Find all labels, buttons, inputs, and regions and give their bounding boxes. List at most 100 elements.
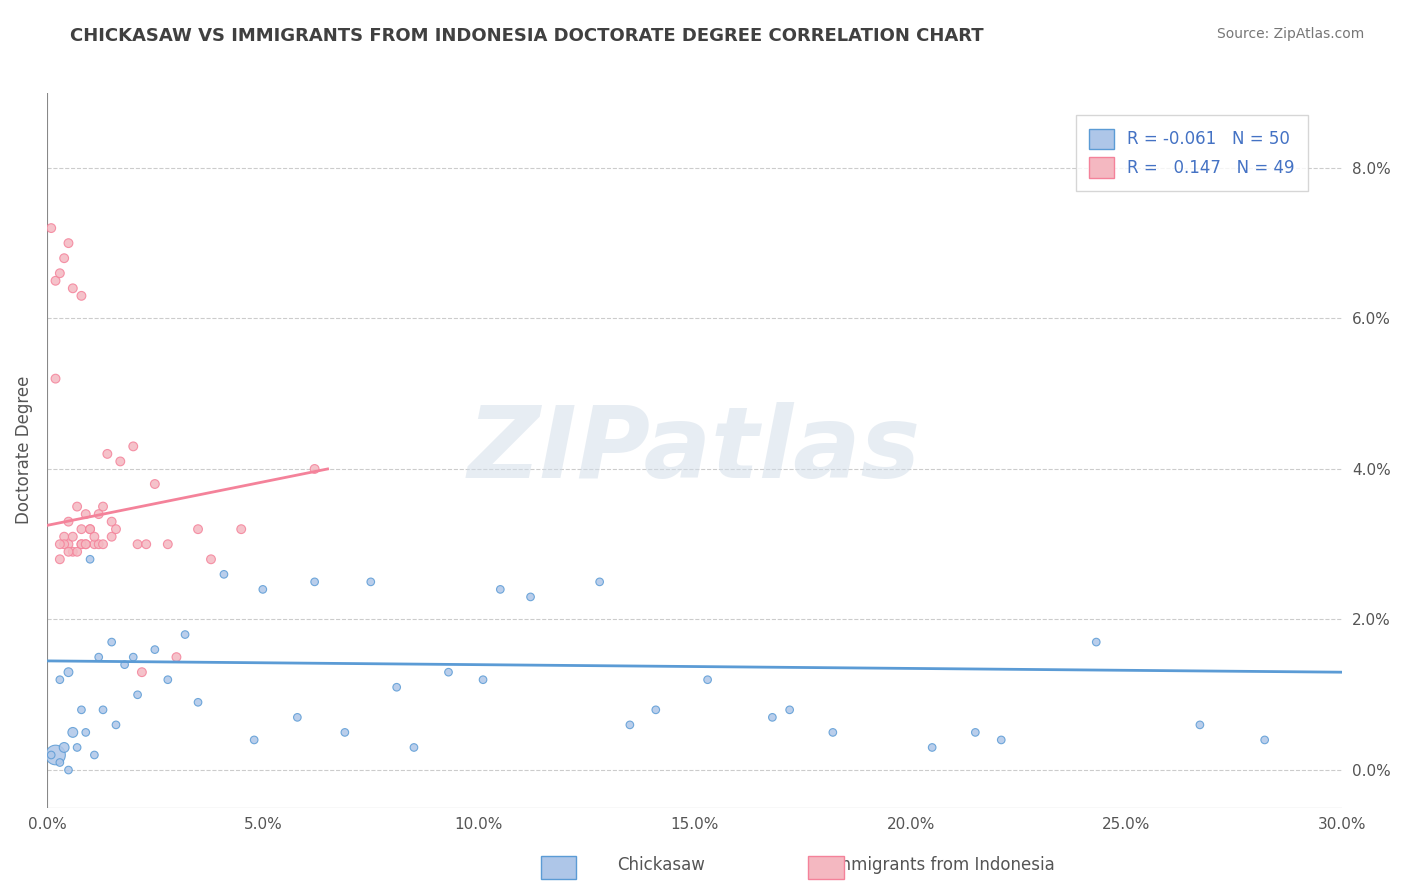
Text: ZIPatlas: ZIPatlas bbox=[468, 401, 921, 499]
Point bbox=[79, 522, 101, 536]
Point bbox=[1253, 733, 1275, 747]
Point bbox=[1188, 718, 1211, 732]
Point bbox=[91, 703, 114, 717]
Point bbox=[333, 725, 356, 739]
Point bbox=[44, 747, 66, 762]
Point bbox=[122, 439, 145, 453]
Point bbox=[619, 718, 641, 732]
Point bbox=[70, 703, 93, 717]
Point bbox=[127, 537, 149, 551]
Point bbox=[70, 537, 93, 551]
Point bbox=[165, 650, 187, 665]
Point bbox=[66, 740, 89, 755]
Point bbox=[49, 756, 72, 770]
Point bbox=[58, 665, 80, 680]
Point bbox=[360, 574, 382, 589]
Point bbox=[200, 552, 222, 566]
Point bbox=[58, 763, 80, 777]
Point bbox=[156, 673, 179, 687]
Point bbox=[779, 703, 801, 717]
Point bbox=[66, 545, 89, 559]
Point bbox=[104, 522, 127, 536]
Point bbox=[100, 530, 122, 544]
Point bbox=[39, 747, 62, 762]
Point bbox=[62, 725, 84, 739]
Point bbox=[252, 582, 274, 597]
Point bbox=[114, 657, 136, 672]
Point bbox=[49, 673, 72, 687]
Point bbox=[44, 371, 66, 385]
Point bbox=[761, 710, 783, 724]
Point bbox=[49, 552, 72, 566]
Point bbox=[696, 673, 718, 687]
Point bbox=[1085, 635, 1108, 649]
Point bbox=[187, 522, 209, 536]
Point bbox=[53, 537, 76, 551]
Point bbox=[212, 567, 235, 582]
Point bbox=[131, 665, 153, 680]
Point bbox=[489, 582, 512, 597]
Point bbox=[70, 537, 93, 551]
Point bbox=[53, 251, 76, 265]
Point bbox=[104, 718, 127, 732]
Legend: R = -0.061   N = 50, R =   0.147   N = 49: R = -0.061 N = 50, R = 0.147 N = 49 bbox=[1076, 115, 1308, 191]
Point bbox=[110, 454, 132, 468]
Point bbox=[87, 537, 110, 551]
Point bbox=[83, 530, 105, 544]
Point bbox=[66, 500, 89, 514]
Point bbox=[70, 289, 93, 303]
Point bbox=[62, 545, 84, 559]
Point bbox=[965, 725, 987, 739]
Point bbox=[304, 574, 326, 589]
Y-axis label: Doctorate Degree: Doctorate Degree bbox=[15, 376, 32, 524]
Point bbox=[644, 703, 666, 717]
Point bbox=[100, 515, 122, 529]
Point bbox=[96, 447, 118, 461]
Point bbox=[87, 650, 110, 665]
Text: Source: ZipAtlas.com: Source: ZipAtlas.com bbox=[1216, 27, 1364, 41]
Point bbox=[187, 695, 209, 709]
Point bbox=[402, 740, 425, 755]
Point bbox=[75, 537, 97, 551]
Text: Immigrants from Indonesia: Immigrants from Indonesia bbox=[830, 856, 1054, 874]
Point bbox=[75, 507, 97, 521]
Point bbox=[83, 537, 105, 551]
Point bbox=[243, 733, 266, 747]
Point bbox=[58, 537, 80, 551]
Point bbox=[62, 281, 84, 295]
Point bbox=[53, 740, 76, 755]
Point bbox=[385, 680, 408, 694]
Point bbox=[231, 522, 253, 536]
Point bbox=[87, 507, 110, 521]
Point bbox=[127, 688, 149, 702]
Point bbox=[49, 266, 72, 280]
Point bbox=[519, 590, 541, 604]
Point bbox=[921, 740, 943, 755]
Point bbox=[285, 710, 308, 724]
Point bbox=[79, 552, 101, 566]
Point bbox=[122, 650, 145, 665]
Point bbox=[472, 673, 495, 687]
Point bbox=[75, 725, 97, 739]
Text: Chickasaw: Chickasaw bbox=[617, 856, 704, 874]
Point bbox=[58, 515, 80, 529]
Point bbox=[100, 635, 122, 649]
Point bbox=[83, 747, 105, 762]
Point bbox=[70, 522, 93, 536]
Point bbox=[304, 462, 326, 476]
Point bbox=[135, 537, 157, 551]
Point bbox=[44, 274, 66, 288]
Point bbox=[156, 537, 179, 551]
Point bbox=[437, 665, 460, 680]
Point bbox=[143, 642, 166, 657]
Point bbox=[821, 725, 844, 739]
Point bbox=[39, 221, 62, 235]
Point bbox=[62, 530, 84, 544]
Point bbox=[53, 530, 76, 544]
Point bbox=[174, 627, 197, 641]
Point bbox=[588, 574, 610, 589]
Point bbox=[79, 522, 101, 536]
Point bbox=[91, 500, 114, 514]
Point bbox=[990, 733, 1012, 747]
Point bbox=[58, 545, 80, 559]
